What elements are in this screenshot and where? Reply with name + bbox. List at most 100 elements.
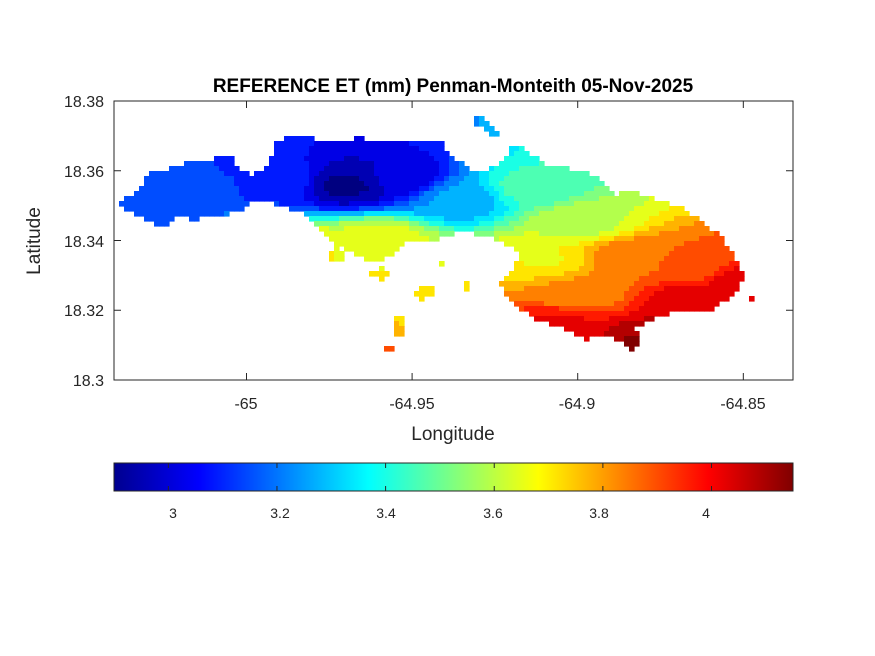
et-cell [509,226,515,232]
et-cell [334,251,340,257]
et-cell [614,226,620,232]
et-cell [144,206,150,212]
et-cell [199,191,205,197]
et-cell [384,146,390,152]
et-cell [319,141,325,147]
et-cell [394,151,400,157]
et-cell [389,241,395,247]
et-cell [504,241,510,247]
et-cell [434,236,440,242]
et-cell [514,286,520,292]
et-cell [369,201,375,207]
et-cell [704,236,710,242]
et-cell [599,296,605,302]
et-cell [579,216,585,222]
et-cell [564,286,570,292]
et-cell [659,301,665,307]
et-cell [519,176,525,182]
et-cell [574,221,580,227]
et-cell [569,321,575,327]
et-cell [519,166,525,172]
et-cell [524,246,530,252]
et-cell [739,271,745,277]
et-cell [579,236,585,242]
et-cell [384,191,390,197]
et-cell [379,241,385,247]
et-cell [674,226,680,232]
et-cell [354,211,360,217]
et-cell [534,286,540,292]
et-cell [379,166,385,172]
et-cell [514,176,520,182]
et-cell [354,146,360,152]
et-cell [649,266,655,272]
et-cell [329,166,335,172]
et-cell [309,206,315,212]
et-cell [374,166,380,172]
x-tick-label: -64.9 [559,396,596,413]
et-cell [279,201,285,207]
et-cell [614,266,620,272]
et-cell [634,216,640,222]
et-cell [544,186,550,192]
et-cell [559,251,565,257]
et-cell [599,291,605,297]
et-cell [294,171,300,177]
et-cell [489,211,495,217]
et-cell [599,251,605,257]
et-cell [589,226,595,232]
et-cell [579,326,585,332]
et-cell [714,291,720,297]
et-cell [609,321,615,327]
et-cell [379,186,385,192]
et-cell [399,211,405,217]
et-cell [379,206,385,212]
et-cell [574,276,580,282]
et-cell [189,161,195,167]
et-cell [679,226,685,232]
et-cell [399,231,405,237]
et-cell [669,226,675,232]
et-cell [684,286,690,292]
et-cell [404,211,410,217]
et-cell [169,196,175,202]
et-cell [309,201,315,207]
et-cell [539,191,545,197]
et-cell [619,191,625,197]
et-cell [519,301,525,307]
et-cell [589,211,595,217]
et-cell [154,216,160,222]
et-cell [369,226,375,232]
et-cell [644,231,650,237]
et-cell [629,301,635,307]
et-cell [519,231,525,237]
et-cell [574,176,580,182]
et-cell [554,261,560,267]
et-cell [404,181,410,187]
et-cell [589,241,595,247]
et-cell [184,196,190,202]
et-cell [579,266,585,272]
et-cell [184,161,190,167]
et-cell [674,206,680,212]
et-cell [519,226,525,232]
et-cell [524,206,530,212]
et-cell [374,146,380,152]
et-cell [669,301,675,307]
et-cell [714,241,720,247]
et-cell [539,291,545,297]
et-cell [214,201,220,207]
et-cell [214,181,220,187]
et-cell [379,161,385,167]
et-cell [219,166,225,172]
et-cell [674,211,680,217]
et-cell [559,286,565,292]
et-cell [734,281,740,287]
et-cell [204,206,210,212]
et-cell [389,166,395,172]
et-cell [544,291,550,297]
et-cell [729,266,735,272]
et-cell [569,301,575,307]
et-cell [589,206,595,212]
et-cell [589,296,595,302]
